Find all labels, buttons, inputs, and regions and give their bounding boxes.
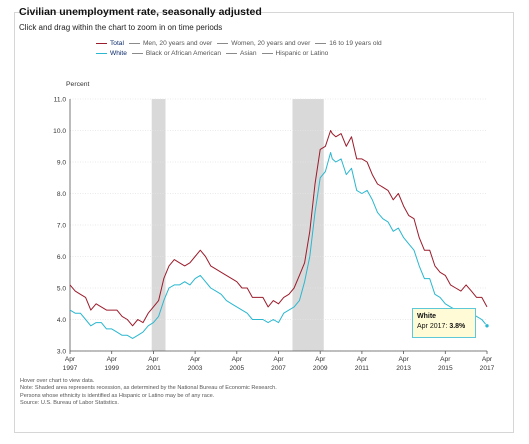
chart-subtitle: Click and drag within the chart to zoom … [19,23,223,32]
tooltip-date: Apr 2017: [417,323,448,330]
x-tick-year-3: 2003 [188,365,203,372]
x-tick-month-0: Apr [65,356,76,363]
legend-label: Black or African American [145,50,221,57]
tooltip-series-name: White [417,313,437,320]
x-tick-year-9: 2015 [438,365,453,372]
note-ethnicity: Persons whose ethnicity is identified as… [20,392,215,399]
legend-swatch [128,42,140,44]
legend-item-r2-0[interactable]: White [96,49,127,59]
legend-label: 16 to 19 years old [329,40,382,47]
legend-label: Hispanic or Latino [275,50,329,57]
legend-swatch [96,52,107,54]
x-tick-year-8: 2013 [396,365,411,372]
legend-item-r2-2[interactable]: Asian [226,49,257,59]
x-tick-year-1: 1999 [104,365,119,372]
legend-label: Men, 20 years and over [142,40,213,47]
x-tick-month-9: Apr [440,356,451,363]
x-tick-year-5: 2007 [271,365,286,372]
chart-title: Civilian unemployment rate, seasonally a… [19,6,262,18]
legend-swatch [261,52,273,54]
legend-item-r1-3[interactable]: 16 to 19 years old [315,39,382,49]
legend-label: Total [110,40,124,47]
x-tick-year-7: 2011 [355,365,370,372]
legend-item-r2-3[interactable]: Hispanic or Latino [261,49,329,59]
y-tick-label-3: 6.0 [57,254,66,261]
note-recession: Note: Shaded area represents recession, … [20,385,277,392]
x-tick-year-4: 2005 [229,365,244,372]
note-source: Source: U.S. Bureau of Labor Statistics. [20,400,119,407]
chart-panel [14,12,514,433]
x-tick-month-8: Apr [398,356,409,363]
legend-item-r1-1[interactable]: Men, 20 years and over [128,39,213,49]
series-line-white [69,152,488,339]
y-tick-label-2: 5.0 [57,286,66,293]
x-tick-month-10: Apr [482,356,493,363]
x-tick-year-2: 2001 [146,365,161,372]
legend-label: Women, 20 years and over [231,40,311,47]
x-tick-month-6: Apr [315,356,326,363]
legend-row-1: Total Men, 20 years and over Women, 20 yea… [96,39,456,49]
series-line-total [69,130,488,327]
x-tick-month-3: Apr [190,356,201,363]
chart-notes: Hover over chart to view data. Note: Sha… [20,378,277,408]
legend: Total Men, 20 years and over Women, 20 yea… [96,39,456,59]
x-tick-month-4: Apr [232,356,243,363]
y-tick-label-4: 7.0 [57,223,66,230]
legend-swatch [315,42,327,44]
legend-item-r1-2[interactable]: Women, 20 years and over [217,39,310,49]
legend-item-r2-1[interactable]: Black or African American [131,49,221,59]
x-tick-year-10: 2017 [480,365,495,372]
y-tick-label-8: 11.0 [54,97,67,104]
y-tick-label-7: 10.0 [53,128,66,135]
x-tick-month-2: Apr [148,356,159,363]
tooltip-value: 3.8% [449,323,466,330]
note-hover: Hover over chart to view data. [20,378,95,384]
data-tooltip: White Apr 2017: 3.8% [412,308,476,338]
legend-swatch [226,52,237,54]
x-tick-month-5: Apr [273,356,284,363]
x-tick-year-0: 1997 [63,365,78,372]
legend-swatch [131,52,143,54]
legend-label: Asian [240,50,257,57]
legend-item-r1-0[interactable]: Total [96,39,124,49]
legend-swatch [217,42,229,44]
x-tick-year-6: 2009 [313,365,328,372]
y-axis-label: Percent [66,81,90,88]
legend-swatch [96,42,107,44]
x-tick-month-7: Apr [357,356,368,363]
y-tick-label-6: 9.0 [57,160,66,167]
legend-label: White [110,50,127,57]
y-tick-label-0: 3.0 [57,349,66,356]
hover-point-marker [484,323,490,329]
legend-row-2: White Black or African American Asian Hispa… [96,49,456,59]
y-tick-label-5: 8.0 [57,191,66,198]
y-tick-label-1: 4.0 [57,317,66,324]
x-tick-month-1: Apr [107,356,118,363]
